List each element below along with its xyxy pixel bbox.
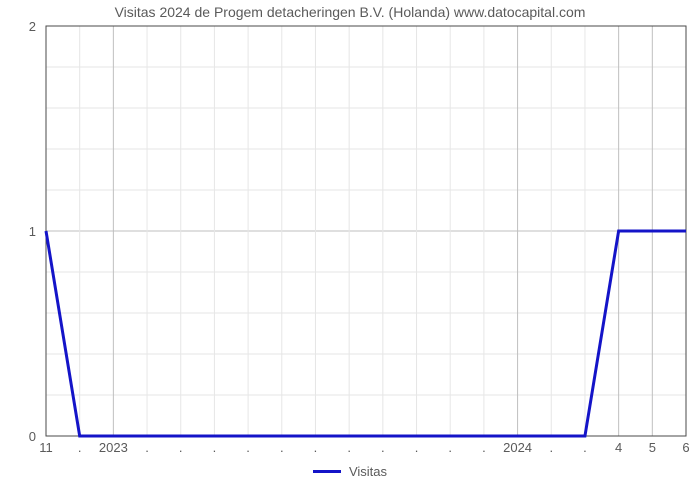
data-line <box>46 231 686 436</box>
legend: Visitas <box>0 464 700 479</box>
x-minor-tick: . <box>277 440 287 455</box>
legend-label: Visitas <box>349 464 387 479</box>
x-tick-label: 11 <box>16 440 76 455</box>
x-minor-tick: . <box>580 440 590 455</box>
x-minor-tick: . <box>546 440 556 455</box>
x-tick-label: 2023 <box>83 440 143 455</box>
x-minor-tick: . <box>209 440 219 455</box>
x-minor-tick: . <box>445 440 455 455</box>
x-minor-tick: . <box>75 440 85 455</box>
chart-title: Visitas 2024 de Progem detacheringen B.V… <box>0 4 700 20</box>
x-tick-label: 6 <box>656 440 700 455</box>
chart-container: Visitas 2024 de Progem detacheringen B.V… <box>0 0 700 500</box>
x-minor-tick: . <box>142 440 152 455</box>
x-minor-tick: . <box>479 440 489 455</box>
x-minor-tick: . <box>412 440 422 455</box>
x-tick-label: 2024 <box>488 440 548 455</box>
legend-swatch <box>313 470 341 473</box>
x-minor-tick: . <box>310 440 320 455</box>
x-minor-tick: . <box>344 440 354 455</box>
y-tick-label: 2 <box>0 19 36 34</box>
x-minor-tick: . <box>243 440 253 455</box>
x-minor-tick: . <box>378 440 388 455</box>
plot-area <box>46 26 686 436</box>
y-tick-label: 1 <box>0 224 36 239</box>
plot-svg <box>46 26 686 436</box>
x-minor-tick: . <box>176 440 186 455</box>
